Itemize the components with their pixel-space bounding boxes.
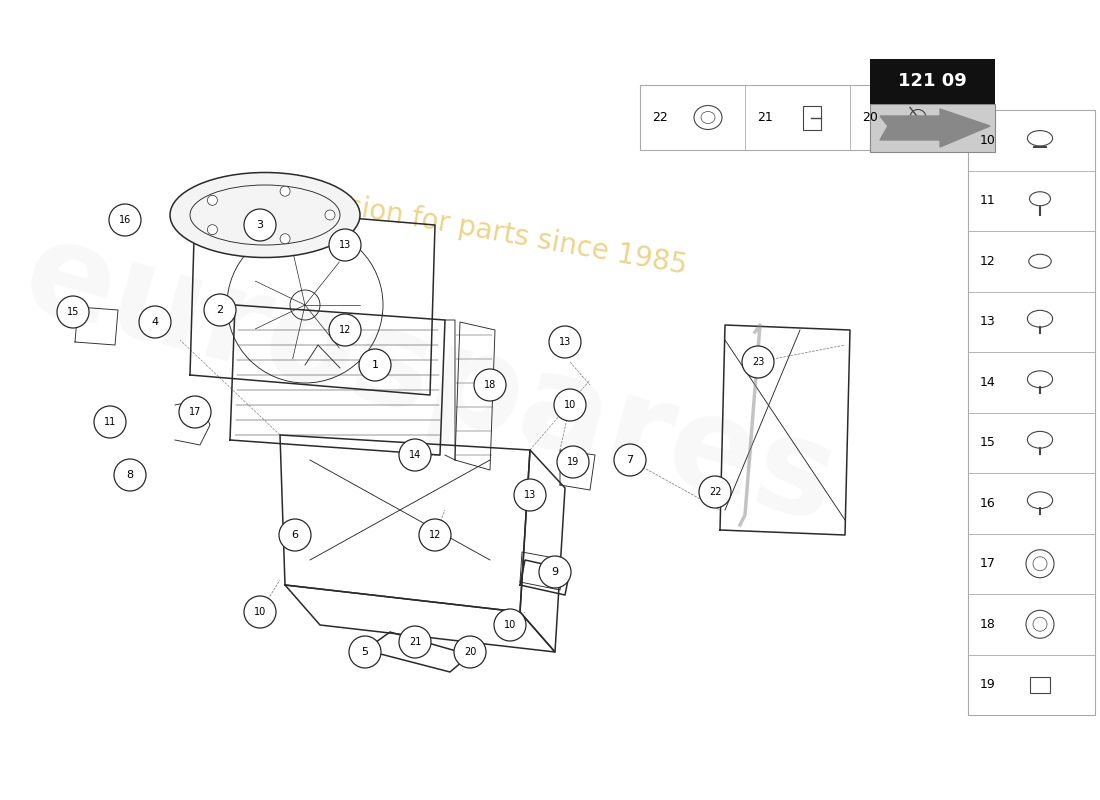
Text: 18: 18 bbox=[484, 380, 496, 390]
Text: 11: 11 bbox=[103, 417, 117, 427]
Circle shape bbox=[208, 225, 218, 234]
Circle shape bbox=[57, 296, 89, 328]
Text: 12: 12 bbox=[980, 254, 996, 268]
Text: 18: 18 bbox=[980, 618, 996, 630]
Ellipse shape bbox=[170, 173, 360, 258]
Circle shape bbox=[742, 346, 774, 378]
Bar bbox=[640, 85, 955, 150]
Text: 14: 14 bbox=[980, 376, 996, 389]
Circle shape bbox=[109, 204, 141, 236]
Circle shape bbox=[349, 636, 381, 668]
Text: 1: 1 bbox=[372, 360, 378, 370]
Circle shape bbox=[549, 326, 581, 358]
Text: 16: 16 bbox=[980, 497, 996, 510]
Circle shape bbox=[280, 234, 290, 244]
Text: 9: 9 bbox=[551, 567, 559, 577]
Text: 10: 10 bbox=[564, 400, 576, 410]
Text: 13: 13 bbox=[980, 315, 996, 328]
Text: 8: 8 bbox=[126, 470, 133, 480]
Circle shape bbox=[419, 519, 451, 551]
Circle shape bbox=[494, 609, 526, 641]
Text: 20: 20 bbox=[464, 647, 476, 657]
Text: eurospares: eurospares bbox=[11, 210, 849, 550]
Bar bbox=[1030, 677, 1050, 693]
Text: 15: 15 bbox=[980, 436, 996, 450]
Text: 10: 10 bbox=[254, 607, 266, 617]
Circle shape bbox=[399, 626, 431, 658]
Text: 13: 13 bbox=[559, 337, 571, 347]
Circle shape bbox=[324, 210, 336, 220]
Circle shape bbox=[244, 596, 276, 628]
Text: 12: 12 bbox=[339, 325, 351, 335]
Circle shape bbox=[539, 556, 571, 588]
Text: 22: 22 bbox=[652, 111, 668, 124]
Text: 22: 22 bbox=[708, 487, 722, 497]
Text: 17: 17 bbox=[189, 407, 201, 417]
Circle shape bbox=[359, 349, 390, 381]
Circle shape bbox=[208, 195, 218, 206]
Circle shape bbox=[454, 636, 486, 668]
Circle shape bbox=[204, 294, 236, 326]
Circle shape bbox=[614, 444, 646, 476]
FancyBboxPatch shape bbox=[870, 104, 996, 152]
Text: a passion for parts since 1985: a passion for parts since 1985 bbox=[271, 180, 689, 280]
Text: 3: 3 bbox=[256, 220, 264, 230]
Text: 23: 23 bbox=[751, 357, 764, 367]
Text: 21: 21 bbox=[757, 111, 772, 124]
Text: 11: 11 bbox=[980, 194, 996, 207]
Text: 6: 6 bbox=[292, 530, 298, 540]
Text: 10: 10 bbox=[504, 620, 516, 630]
Circle shape bbox=[514, 479, 546, 511]
Text: 10: 10 bbox=[980, 134, 996, 146]
Bar bbox=[870, 59, 996, 104]
Text: 17: 17 bbox=[980, 558, 996, 570]
Circle shape bbox=[698, 476, 732, 508]
Text: 7: 7 bbox=[626, 455, 634, 465]
Text: 4: 4 bbox=[152, 317, 158, 327]
Bar bbox=[968, 110, 1094, 715]
Text: 5: 5 bbox=[362, 647, 369, 657]
Text: 19: 19 bbox=[566, 457, 579, 467]
Circle shape bbox=[139, 306, 170, 338]
Circle shape bbox=[399, 439, 431, 471]
Polygon shape bbox=[880, 109, 990, 147]
Text: 21: 21 bbox=[409, 637, 421, 647]
Bar bbox=[803, 106, 821, 130]
Circle shape bbox=[94, 406, 126, 438]
Text: 16: 16 bbox=[119, 215, 131, 225]
Circle shape bbox=[329, 229, 361, 261]
Text: 15: 15 bbox=[67, 307, 79, 317]
Circle shape bbox=[554, 389, 586, 421]
Circle shape bbox=[114, 459, 146, 491]
Text: 19: 19 bbox=[980, 678, 996, 691]
Circle shape bbox=[474, 369, 506, 401]
Text: 14: 14 bbox=[409, 450, 421, 460]
Circle shape bbox=[329, 314, 361, 346]
Circle shape bbox=[279, 519, 311, 551]
Text: 121 09: 121 09 bbox=[898, 73, 967, 90]
Circle shape bbox=[557, 446, 588, 478]
Text: 13: 13 bbox=[524, 490, 536, 500]
Text: 13: 13 bbox=[339, 240, 351, 250]
Circle shape bbox=[280, 186, 290, 196]
Circle shape bbox=[179, 396, 211, 428]
Text: 2: 2 bbox=[217, 305, 223, 315]
Text: 20: 20 bbox=[862, 111, 878, 124]
Text: 12: 12 bbox=[429, 530, 441, 540]
Circle shape bbox=[244, 209, 276, 241]
